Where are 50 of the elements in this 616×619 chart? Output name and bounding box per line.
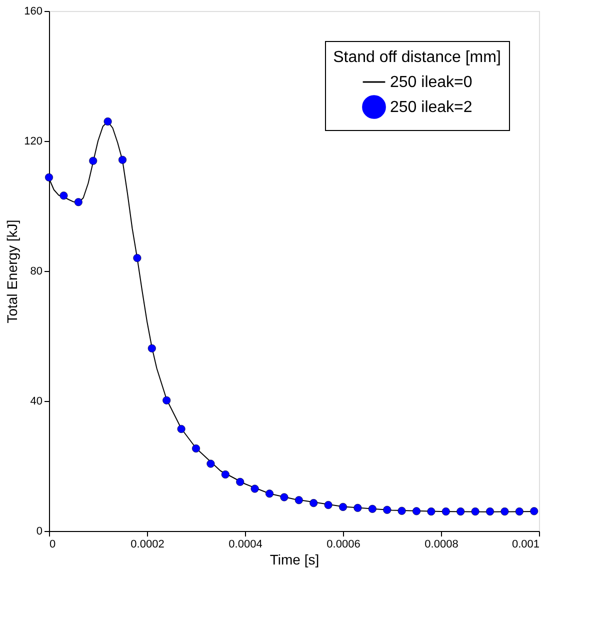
point [530,507,538,516]
legend-title: Stand off distance [mm] [333,49,501,66]
point [89,156,98,165]
x-tick-label: 0.0008 [424,538,458,550]
point [60,192,68,200]
point [104,117,112,126]
y-tick-label: 120 [24,136,42,148]
point [44,173,54,182]
x-axis-title: Time [s] [270,552,320,568]
legend-label: 250 ileak=2 [390,99,472,116]
point [250,484,259,493]
point [118,156,127,164]
point [294,496,303,504]
point [368,504,376,513]
x-tick-label: 0.0006 [326,538,360,550]
point [338,502,348,511]
point [177,424,186,433]
point [280,493,288,502]
point [442,507,450,516]
point [486,507,494,516]
point [354,504,362,512]
y-tick-label: 160 [24,6,42,18]
point [148,344,156,352]
point [412,507,421,516]
x-tick-label: 0.0002 [130,538,164,550]
point [236,478,244,486]
point [383,506,392,514]
legend-label: 250 ileak=0 [390,74,472,91]
point [162,396,171,404]
point [500,507,509,516]
x-tick-label: 0.0004 [228,538,262,550]
point [192,444,200,452]
x-tick-label: 0.001 [512,538,540,550]
x-tick-label: 0 [50,538,56,550]
y-axis-title: Total Energy [kJ] [4,220,20,324]
point [265,490,274,498]
point [310,499,318,508]
point [515,507,524,516]
point [427,507,436,516]
y-tick-label: 40 [30,396,42,408]
point [398,506,406,515]
y-tick-label: 0 [36,526,42,538]
point [74,198,82,206]
point [471,507,480,516]
point [456,507,465,516]
point [133,254,142,262]
point [221,470,230,478]
point [206,460,215,468]
y-tick-label: 80 [30,266,42,278]
point [324,500,332,510]
